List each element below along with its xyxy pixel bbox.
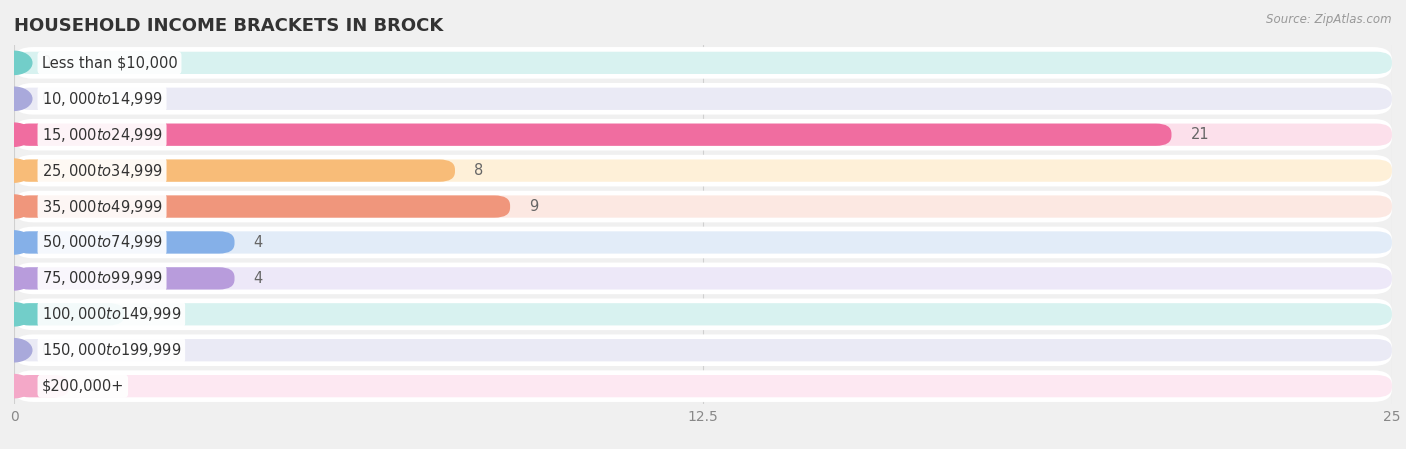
FancyBboxPatch shape [14, 370, 1392, 402]
Circle shape [0, 51, 32, 75]
FancyBboxPatch shape [14, 227, 1392, 258]
FancyBboxPatch shape [14, 159, 1392, 182]
FancyBboxPatch shape [14, 375, 69, 397]
FancyBboxPatch shape [14, 191, 1392, 222]
FancyBboxPatch shape [14, 231, 1392, 254]
Text: 0: 0 [42, 55, 51, 70]
FancyBboxPatch shape [14, 267, 1392, 290]
Text: HOUSEHOLD INCOME BRACKETS IN BROCK: HOUSEHOLD INCOME BRACKETS IN BROCK [14, 17, 443, 35]
Text: $50,000 to $74,999: $50,000 to $74,999 [42, 233, 163, 251]
Text: 9: 9 [530, 199, 538, 214]
FancyBboxPatch shape [14, 195, 510, 218]
FancyBboxPatch shape [14, 339, 1392, 361]
FancyBboxPatch shape [14, 299, 1392, 330]
FancyBboxPatch shape [14, 303, 1392, 326]
Text: $35,000 to $49,999: $35,000 to $49,999 [42, 198, 163, 216]
Text: 1: 1 [89, 379, 97, 394]
FancyBboxPatch shape [14, 52, 1392, 74]
FancyBboxPatch shape [14, 123, 1171, 146]
Text: 4: 4 [254, 271, 263, 286]
FancyBboxPatch shape [14, 123, 1392, 146]
FancyBboxPatch shape [14, 375, 1392, 397]
FancyBboxPatch shape [14, 88, 1392, 110]
Text: 0: 0 [42, 343, 51, 358]
FancyBboxPatch shape [14, 47, 1392, 79]
Circle shape [0, 231, 32, 254]
Circle shape [0, 267, 32, 290]
Text: Source: ZipAtlas.com: Source: ZipAtlas.com [1267, 13, 1392, 26]
Text: $100,000 to $149,999: $100,000 to $149,999 [42, 305, 181, 323]
Text: 21: 21 [1191, 127, 1209, 142]
Circle shape [0, 374, 32, 398]
Circle shape [0, 159, 32, 182]
Text: Less than $10,000: Less than $10,000 [42, 55, 177, 70]
Text: 0: 0 [42, 91, 51, 106]
Circle shape [0, 195, 32, 218]
FancyBboxPatch shape [14, 159, 456, 182]
Circle shape [0, 339, 32, 362]
Text: $150,000 to $199,999: $150,000 to $199,999 [42, 341, 181, 359]
Text: 8: 8 [474, 163, 484, 178]
FancyBboxPatch shape [14, 335, 1392, 366]
Text: $15,000 to $24,999: $15,000 to $24,999 [42, 126, 163, 144]
Circle shape [0, 87, 32, 110]
FancyBboxPatch shape [14, 263, 1392, 294]
Text: $75,000 to $99,999: $75,000 to $99,999 [42, 269, 163, 287]
FancyBboxPatch shape [14, 303, 124, 326]
FancyBboxPatch shape [14, 231, 235, 254]
FancyBboxPatch shape [14, 155, 1392, 186]
Text: $200,000+: $200,000+ [42, 379, 124, 394]
Text: $10,000 to $14,999: $10,000 to $14,999 [42, 90, 163, 108]
FancyBboxPatch shape [14, 119, 1392, 150]
Text: $25,000 to $34,999: $25,000 to $34,999 [42, 162, 163, 180]
FancyBboxPatch shape [14, 83, 1392, 114]
Circle shape [0, 123, 32, 146]
Text: 4: 4 [254, 235, 263, 250]
Circle shape [0, 303, 32, 326]
Text: 2: 2 [143, 307, 153, 322]
FancyBboxPatch shape [14, 195, 1392, 218]
FancyBboxPatch shape [14, 267, 235, 290]
